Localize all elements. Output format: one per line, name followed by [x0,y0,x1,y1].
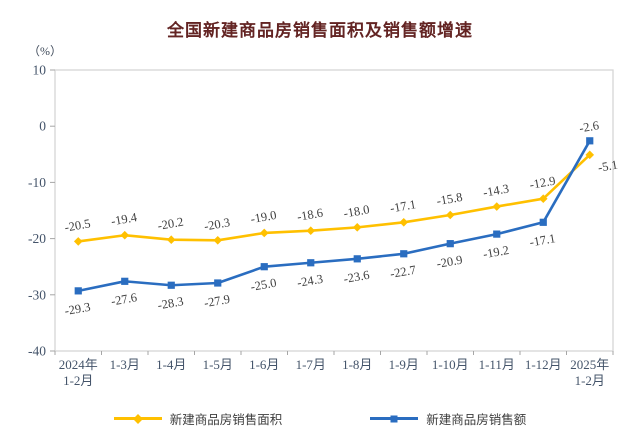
x-axis-tick-label: 1-6月 [249,357,279,372]
diamond-marker-icon [445,210,455,220]
data-label: -12.9 [529,174,557,192]
diamond-marker-icon [73,237,83,246]
y-axis-tick-label: -30 [28,287,46,302]
square-marker-icon [400,250,408,258]
diamond-marker-icon [132,413,143,424]
diamond-marker-icon [492,202,502,211]
data-label: -18.0 [343,202,371,220]
square-marker-icon [167,281,175,289]
diamond-marker-icon [352,223,362,232]
data-label: -23.6 [343,268,371,286]
y-axis-tick-label: -40 [28,344,46,359]
x-axis-tick-label: 1-10月 [432,357,469,372]
plot-border [54,69,614,352]
square-marker-icon [446,240,454,248]
data-label: -19.4 [110,210,139,228]
diamond-marker-icon [166,235,176,245]
data-label: -22.7 [389,263,417,281]
diamond-marker-icon [120,230,130,240]
diamond-marker-icon [538,194,548,203]
diamond-marker-icon [213,235,223,245]
legend-line-sales-area [113,413,162,424]
diamond-marker-icon [306,226,316,236]
y-axis-tick-label: 0 [39,119,46,134]
data-label: -27.6 [110,290,138,308]
data-label: -20.9 [436,253,464,271]
data-label: -14.3 [482,181,510,199]
data-label: -17.1 [529,231,557,249]
series-line-sales-amount [77,140,591,293]
x-axis-tick-label: 2024年 [59,357,98,372]
data-label: -20.3 [203,215,231,233]
square-marker-icon [353,255,361,263]
diamond-marker-icon [399,218,409,227]
data-label: -5.1 [597,158,619,175]
square-marker-icon [121,277,129,285]
square-marker-icon [260,263,268,271]
y-axis-tick-label: 10 [33,63,47,78]
x-axis-tick-label: 1-11月 [479,357,515,372]
series-line-sales-area [78,153,591,243]
chart-legend: 新建商品房销售面积 新建商品房销售额 [0,409,640,428]
square-marker-icon [74,287,82,295]
x-axis-tick-label: 1-12月 [525,357,562,372]
y-axis-tick-label: -20 [28,231,46,246]
data-label: -17.1 [389,197,417,215]
x-axis-tick-label: 1-8月 [342,357,372,372]
data-label: -20.2 [157,215,185,233]
chart-title: 全国新建商品房销售面积及销售额增速 [167,21,473,41]
data-label: -2.6 [578,118,600,135]
data-label: -27.9 [203,292,231,310]
data-label: -18.6 [296,206,324,224]
x-axis-tick-label: 1-7月 [296,357,326,372]
legend-line-sales-amount [370,415,419,422]
square-marker-icon [493,230,501,238]
data-label: -29.3 [64,300,92,318]
x-axis-tick-label: 1-4月 [156,357,186,372]
data-label: -28.3 [157,294,185,312]
x-axis-tick-label: 1-3月 [110,357,140,372]
square-marker-icon [214,279,222,287]
legend-label-sales-area: 新建商品房销售面积 [169,412,283,427]
data-label: -20.5 [64,216,92,234]
legend-label-sales-amount: 新建商品房销售额 [426,412,527,427]
square-marker-icon [307,259,315,267]
data-label: -15.8 [436,190,464,208]
data-label: -19.0 [250,208,278,226]
y-axis-unit-label: （%） [28,44,62,58]
square-marker-icon [390,415,398,422]
data-label: -19.2 [482,243,510,261]
diamond-marker-icon [585,150,595,160]
square-marker-icon [539,218,547,226]
square-marker-icon [586,137,594,145]
y-axis-tick-label: -10 [28,175,46,190]
legend-item-sales-area: 新建商品房销售面积 [113,409,283,428]
x-axis-tick-label: 1-2月 [575,373,605,388]
data-label: -25.0 [250,276,278,294]
x-axis-tick-label: 1-2月 [63,373,93,388]
x-axis-tick-label: 2025年 [570,357,609,372]
data-label: -24.3 [296,272,324,290]
x-axis-tick-label: 1-9月 [389,357,419,372]
x-axis-tick-label: 1-5月 [203,357,233,372]
legend-item-sales-amount: 新建商品房销售额 [370,409,526,428]
diamond-marker-icon [259,228,269,238]
